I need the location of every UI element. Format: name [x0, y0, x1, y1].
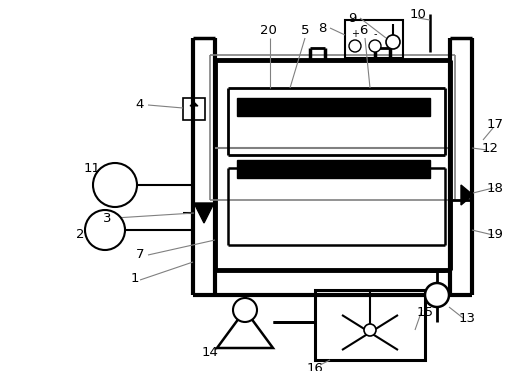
Text: 1: 1 [131, 272, 139, 285]
Text: 7: 7 [136, 249, 144, 262]
Text: 2: 2 [76, 229, 84, 242]
Circle shape [369, 40, 381, 52]
Circle shape [425, 283, 449, 307]
Circle shape [85, 210, 125, 250]
Circle shape [233, 298, 257, 322]
Text: 5: 5 [301, 23, 309, 36]
Text: 6: 6 [359, 23, 367, 36]
Text: 11: 11 [83, 161, 100, 174]
Polygon shape [190, 102, 198, 106]
Circle shape [386, 35, 400, 49]
Text: 3: 3 [103, 211, 111, 224]
Text: -: - [373, 29, 377, 39]
Polygon shape [461, 185, 473, 205]
Text: 12: 12 [482, 141, 498, 154]
Text: 10: 10 [410, 9, 427, 22]
Bar [237, 160, 430, 178]
Polygon shape [217, 310, 273, 348]
Text: 9: 9 [348, 12, 356, 24]
Circle shape [93, 163, 137, 207]
Circle shape [364, 324, 376, 336]
Text: 19: 19 [487, 229, 503, 242]
Bar [315, 290, 425, 360]
Bar [183, 98, 205, 120]
Text: 18: 18 [487, 181, 503, 194]
Text: +: + [351, 29, 359, 39]
Bar [237, 98, 430, 116]
Text: 8: 8 [318, 22, 326, 35]
Text: 20: 20 [260, 23, 277, 36]
Text: 17: 17 [486, 118, 504, 131]
Polygon shape [194, 203, 214, 223]
Circle shape [349, 40, 361, 52]
Bar [345, 20, 403, 58]
Text: 16: 16 [307, 361, 324, 371]
Text: 15: 15 [417, 305, 433, 318]
Text: 14: 14 [202, 347, 219, 359]
Text: 13: 13 [458, 312, 476, 325]
Text: 4: 4 [136, 98, 144, 112]
